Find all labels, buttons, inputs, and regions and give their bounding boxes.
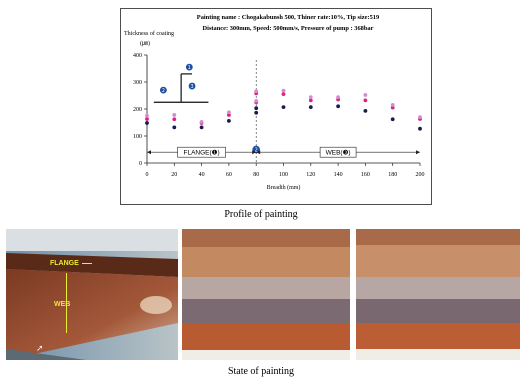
beam-overview-image [6,229,178,360]
y-tick-label: 100 [133,134,142,140]
state-caption: State of painting [227,366,295,377]
x-tick-label: 120 [306,172,315,178]
web-closeup-image-2 [356,229,520,360]
y-axis-unit: (㎛) [140,40,150,48]
data-point-series-3 [281,88,286,93]
region-label-box [177,146,226,158]
region-arrow-right [416,150,420,155]
data-point-series-3 [145,113,149,118]
data-point-series-3 [308,95,313,100]
flange-annotation: FLANGE [50,260,79,267]
region-label: FLANGE(❶) [184,149,220,157]
y-tick-label: 300 [133,80,142,86]
region-label-box [319,146,357,158]
chart-header-line2: Distance: 300mm, Speed: 500mm/s, Pressur… [203,25,374,32]
data-point-series-1 [418,126,422,131]
data-point-series-1 [281,105,286,110]
inset-marker-label: 2 [162,88,165,94]
web-extent-line [66,273,67,333]
data-point-series-2 [363,98,368,103]
x-tick-label: 200 [416,172,425,178]
inset-marker-circle [188,82,196,90]
x-tick-label: 40 [199,172,205,178]
data-point-series-2 [390,105,395,110]
x-tick-label: 20 [171,172,177,178]
photo-web-closeup-2 [356,229,520,360]
data-point-series-1 [227,118,231,123]
inset-marker-label: 1 [188,65,191,71]
data-point-series-2 [281,92,286,97]
data-point-series-3 [390,103,395,107]
data-point-series-3 [336,95,340,100]
inset-marker-label: 3 [191,84,194,90]
data-point-series-2 [308,98,313,103]
data-point-series-3 [172,113,177,117]
y-tick-label: 200 [133,107,142,113]
x-tick-label: 100 [279,172,288,178]
x-axis-label: Breadth (mm) [267,184,301,191]
data-point-series-1 [145,121,149,125]
profile-caption: Profile of painting [224,209,298,220]
divider-marker-label: 2 [255,148,258,154]
cursor-icon: ➚ [36,344,44,354]
data-point-series-3 [363,93,368,97]
x-tick-label: 140 [334,172,343,178]
y-tick-label: 0 [139,161,142,167]
region-arrow-right [252,150,257,155]
data-point-series-1 [363,108,368,113]
x-tick-label: 160 [361,172,370,178]
data-point-series-3 [199,120,204,124]
chart-header-line1: Painting name : Chogakabunsh 500, Thiner… [197,14,379,21]
data-point-series-2 [227,113,231,117]
chart-border [120,8,432,205]
inset-marker-circle [159,86,167,94]
data-point-series-3 [254,99,259,103]
data-point-series-1 [390,117,395,122]
data-point-series-1 [254,110,259,115]
data-point-series-2 [172,117,177,122]
web-closeup-image-1 [182,229,350,360]
data-point-series-2 [145,117,149,121]
data-point-series-1 [199,125,204,130]
inset-marker-circle [185,63,193,71]
region-arrow-left [256,150,261,155]
region-arrow-left [147,150,151,155]
data-point-series-1 [254,106,259,111]
x-tick-label: 60 [226,172,232,178]
data-point-series-3 [227,110,231,115]
flange-pointer [82,263,92,264]
data-point-series-1 [172,125,177,130]
photo-beam-overview: FLANGE WEB ➚ [6,229,178,360]
chart-frame: Painting name : Chogakabunsh 500, Thiner… [120,8,432,205]
data-point-series-1 [308,105,313,110]
photo-strip: FLANGE WEB ➚ [6,229,520,360]
y-tick-label: 400 [133,53,142,59]
y-axis-label: Thickness of coating [124,30,174,37]
data-point-series-3 [254,89,259,94]
data-point-series-3 [418,115,422,119]
x-tick-label: 0 [146,172,149,178]
region-label: WEB(❸) [326,149,351,157]
photo-web-closeup-1 [182,229,350,360]
data-point-series-1 [336,104,340,109]
thickness-chart: Painting name : Chogakabunsh 500, Thiner… [120,8,432,205]
x-tick-label: 180 [388,172,397,178]
web-annotation: WEB [54,301,71,308]
x-tick-label: 80 [253,172,259,178]
